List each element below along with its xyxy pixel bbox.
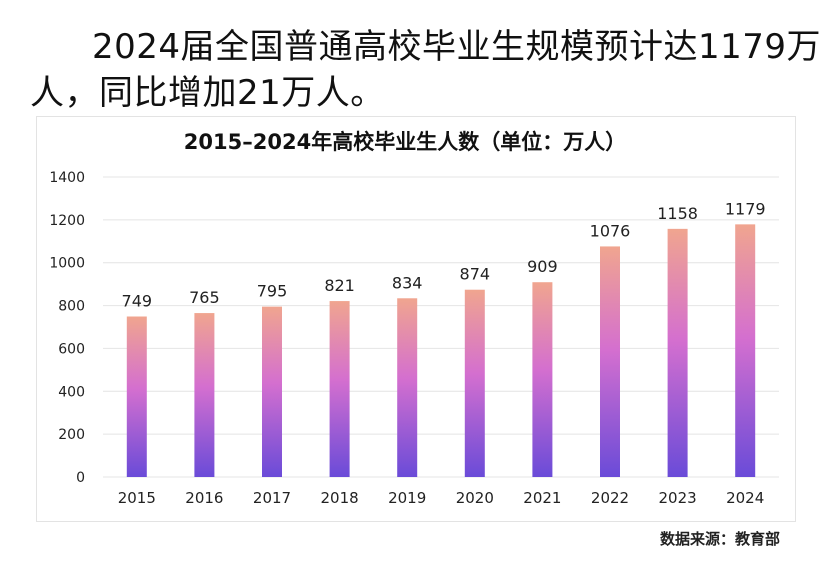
x-tick-label-2021: 2021 (523, 489, 561, 507)
headline: 2024届全国普通高校毕业生规模预计达1179万 人，同比增加21万人。 (0, 24, 836, 116)
chart-card: 2015–2024年高校毕业生人数（单位：万人） 0 200 400 600 800 10… (36, 116, 796, 522)
bar-2016 (194, 313, 215, 477)
y-tick-label: 1400 (49, 170, 85, 186)
value-label-2024: 1179 (725, 199, 766, 218)
value-label-2019: 834 (392, 273, 423, 292)
value-label-2018: 821 (324, 276, 355, 295)
bars (126, 224, 756, 477)
value-label-2016: 765 (189, 288, 220, 307)
value-label-2015: 749 (122, 292, 153, 311)
x-tick-label-2015: 2015 (118, 489, 156, 507)
bar-2018 (329, 301, 350, 477)
x-tick-label-2024: 2024 (726, 489, 764, 507)
value-label-2022: 1076 (590, 221, 631, 240)
bar-2023 (667, 228, 688, 477)
grid-layer (103, 176, 779, 478)
x-tick-label-2018: 2018 (321, 489, 359, 507)
chart-title: 2015–2024年高校毕业生人数（单位：万人） (184, 130, 626, 154)
value-label-2020: 874 (460, 265, 491, 284)
headline-line-2: 人，同比增加21万人。 (30, 73, 385, 113)
value-label-2023: 1158 (657, 204, 698, 223)
y-tick-label: 400 (58, 384, 85, 400)
headline-line-1: 2024届全国普通高校毕业生规模预计达1179万 (92, 27, 822, 67)
x-tick-label-2020: 2020 (456, 489, 494, 507)
bar-2015 (126, 316, 147, 477)
x-tick-label-2023: 2023 (659, 489, 697, 507)
y-tick-label: 200 (58, 427, 85, 443)
bar-2020 (464, 289, 485, 477)
x-tick-labels: 2015 2016 2017 2018 2019 2020 2021 2022 2023 2024 (118, 489, 765, 507)
x-tick-label-2016: 2016 (185, 489, 223, 507)
bar-2024 (735, 224, 756, 477)
y-tick-label: 800 (58, 299, 85, 315)
y-tick-labels: 0 200 400 600 800 1000 1200 1400 (49, 170, 85, 486)
value-labels: 749 765 795 821 834 874 909 1076 1158 1179 (122, 199, 766, 310)
bar-2019 (397, 298, 418, 477)
value-label-2021: 909 (527, 257, 558, 276)
y-tick-label: 0 (76, 470, 85, 486)
bar-2021 (532, 282, 553, 477)
bar-2022 (600, 246, 620, 477)
bar-2017 (262, 306, 282, 477)
y-tick-label: 1200 (49, 213, 85, 229)
source-note: 数据来源：教育部 (659, 530, 780, 548)
x-tick-label-2022: 2022 (591, 489, 629, 507)
bar-chart: 2015–2024年高校毕业生人数（单位：万人） 0 200 400 600 800 10… (49, 130, 779, 507)
value-label-2017: 795 (257, 282, 288, 301)
x-tick-label-2019: 2019 (388, 489, 426, 507)
x-tick-label-2017: 2017 (253, 489, 291, 507)
y-tick-label: 1000 (49, 256, 85, 272)
y-tick-label: 600 (58, 341, 85, 357)
